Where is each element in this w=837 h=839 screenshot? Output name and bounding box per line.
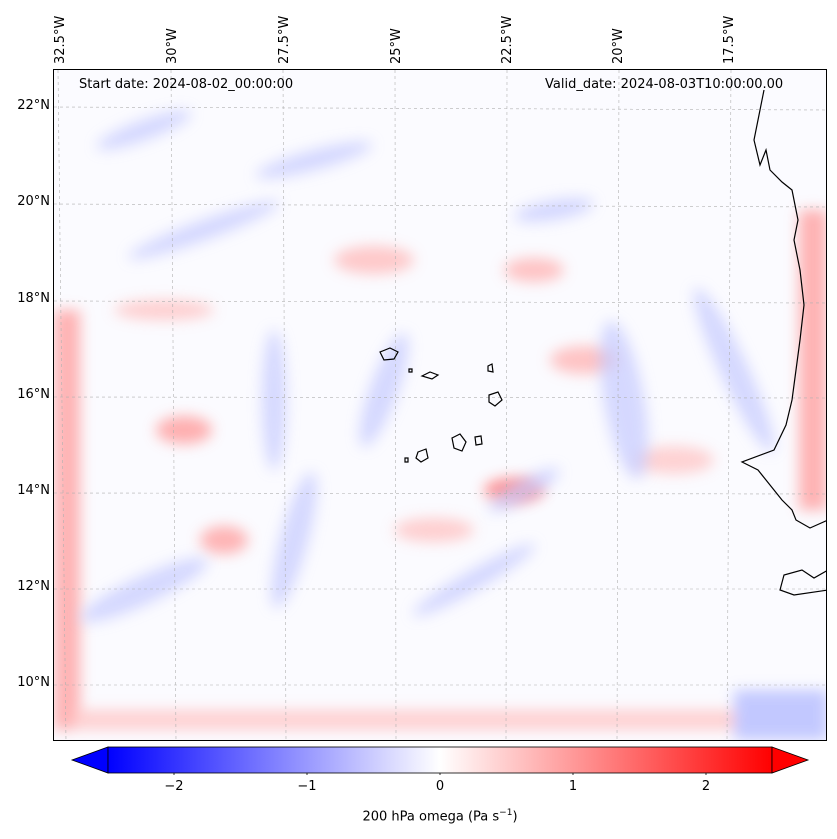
colorbar-tick-minus-2: −2 [164, 779, 184, 794]
cape-verde-island-8 [404, 457, 409, 463]
start-date-annotation: Start date: 2024-08-02_00:00:00 [79, 77, 294, 92]
colorbar-tick-1: 1 [568, 779, 578, 794]
cape-verde-island-9 [408, 368, 413, 373]
african-coastline [740, 89, 826, 529]
valid-date-annotation: Valid_date: 2024-08-03T10:00:00.00 [545, 77, 784, 92]
colorbar-extend-high [771, 746, 810, 774]
colorbar [70, 746, 810, 775]
coastlines [379, 89, 826, 596]
cape-verde-island-3 [487, 363, 494, 373]
colorbar-tick-0: 0 [435, 779, 445, 794]
cape-verde-island-7 [415, 448, 429, 463]
colorbar-tick-minus-1: −1 [297, 779, 317, 794]
cape-verde-island-6 [474, 435, 483, 446]
lon-label-32-5w: 32.5°W [53, 15, 68, 64]
edge-band-right [799, 210, 826, 510]
cape-verde-island-5 [451, 433, 467, 452]
edge-band-left [54, 310, 80, 730]
colorbar-body [107, 746, 773, 774]
colorbar-tick-2: 2 [701, 779, 711, 794]
colorbar-label: 200 hPa omega (Pa s−1) [362, 808, 518, 825]
lat-label-18n: 18°N [17, 291, 50, 306]
cape-verde-island-2 [420, 371, 440, 380]
lon-label-20w: 20°W [611, 28, 626, 64]
lat-label-10n: 10°N [17, 675, 50, 690]
lat-label-12n: 12°N [17, 579, 50, 594]
omega-field [54, 70, 826, 740]
lon-label-22-5w: 22.5°W [500, 15, 515, 64]
lat-label-20n: 20°N [17, 194, 50, 209]
edge-band-bottom-right [734, 690, 826, 740]
lon-label-25w: 25°W [389, 28, 404, 64]
lat-label-22n: 22°N [17, 98, 50, 113]
cape-verde-island-1 [379, 347, 399, 361]
lon-label-17-5w: 17.5°W [722, 15, 737, 64]
lon-label-27-5w: 27.5°W [277, 15, 292, 64]
gridlines [54, 70, 826, 740]
coastline-south [779, 569, 826, 596]
edge-band-bottom [74, 710, 734, 730]
cape-verde-island-4 [488, 391, 503, 407]
map-panel [53, 69, 827, 741]
colorbar-extend-low [70, 746, 109, 774]
lon-label-30w: 30°W [165, 28, 180, 64]
lat-label-16n: 16°N [17, 387, 50, 402]
lat-label-14n: 14°N [17, 483, 50, 498]
